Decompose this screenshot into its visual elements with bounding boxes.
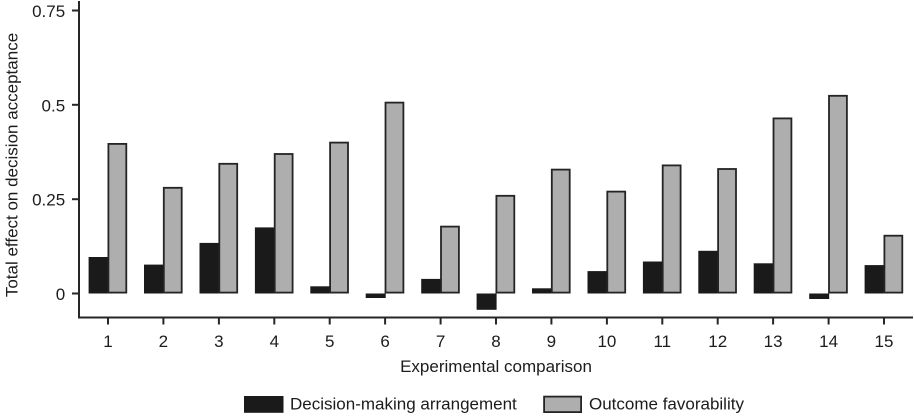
svg-text:8: 8 — [491, 332, 500, 351]
svg-text:Experimental comparison: Experimental comparison — [400, 357, 592, 376]
svg-text:10: 10 — [597, 332, 616, 351]
svg-text:4: 4 — [270, 332, 279, 351]
svg-text:14: 14 — [819, 332, 838, 351]
svg-text:6: 6 — [380, 332, 389, 351]
svg-text:11: 11 — [653, 332, 671, 351]
svg-text:0.75: 0.75 — [32, 2, 65, 21]
svg-text:13: 13 — [764, 332, 783, 351]
svg-text:0: 0 — [56, 285, 65, 304]
svg-text:1: 1 — [103, 332, 112, 351]
svg-text:5: 5 — [325, 332, 334, 351]
svg-text:Total effect on decision accep: Total effect on decision acceptance — [3, 33, 22, 297]
svg-text:3: 3 — [214, 332, 223, 351]
svg-text:Decision-making arrangement: Decision-making arrangement — [290, 395, 517, 414]
svg-text:Outcome favorability: Outcome favorability — [589, 395, 744, 414]
svg-text:7: 7 — [436, 332, 445, 351]
svg-text:2: 2 — [159, 332, 168, 351]
svg-text:0.25: 0.25 — [32, 191, 65, 210]
svg-text:15: 15 — [875, 332, 894, 351]
svg-text:0.5: 0.5 — [42, 96, 66, 115]
svg-text:12: 12 — [708, 332, 727, 351]
svg-text:9: 9 — [547, 332, 556, 351]
